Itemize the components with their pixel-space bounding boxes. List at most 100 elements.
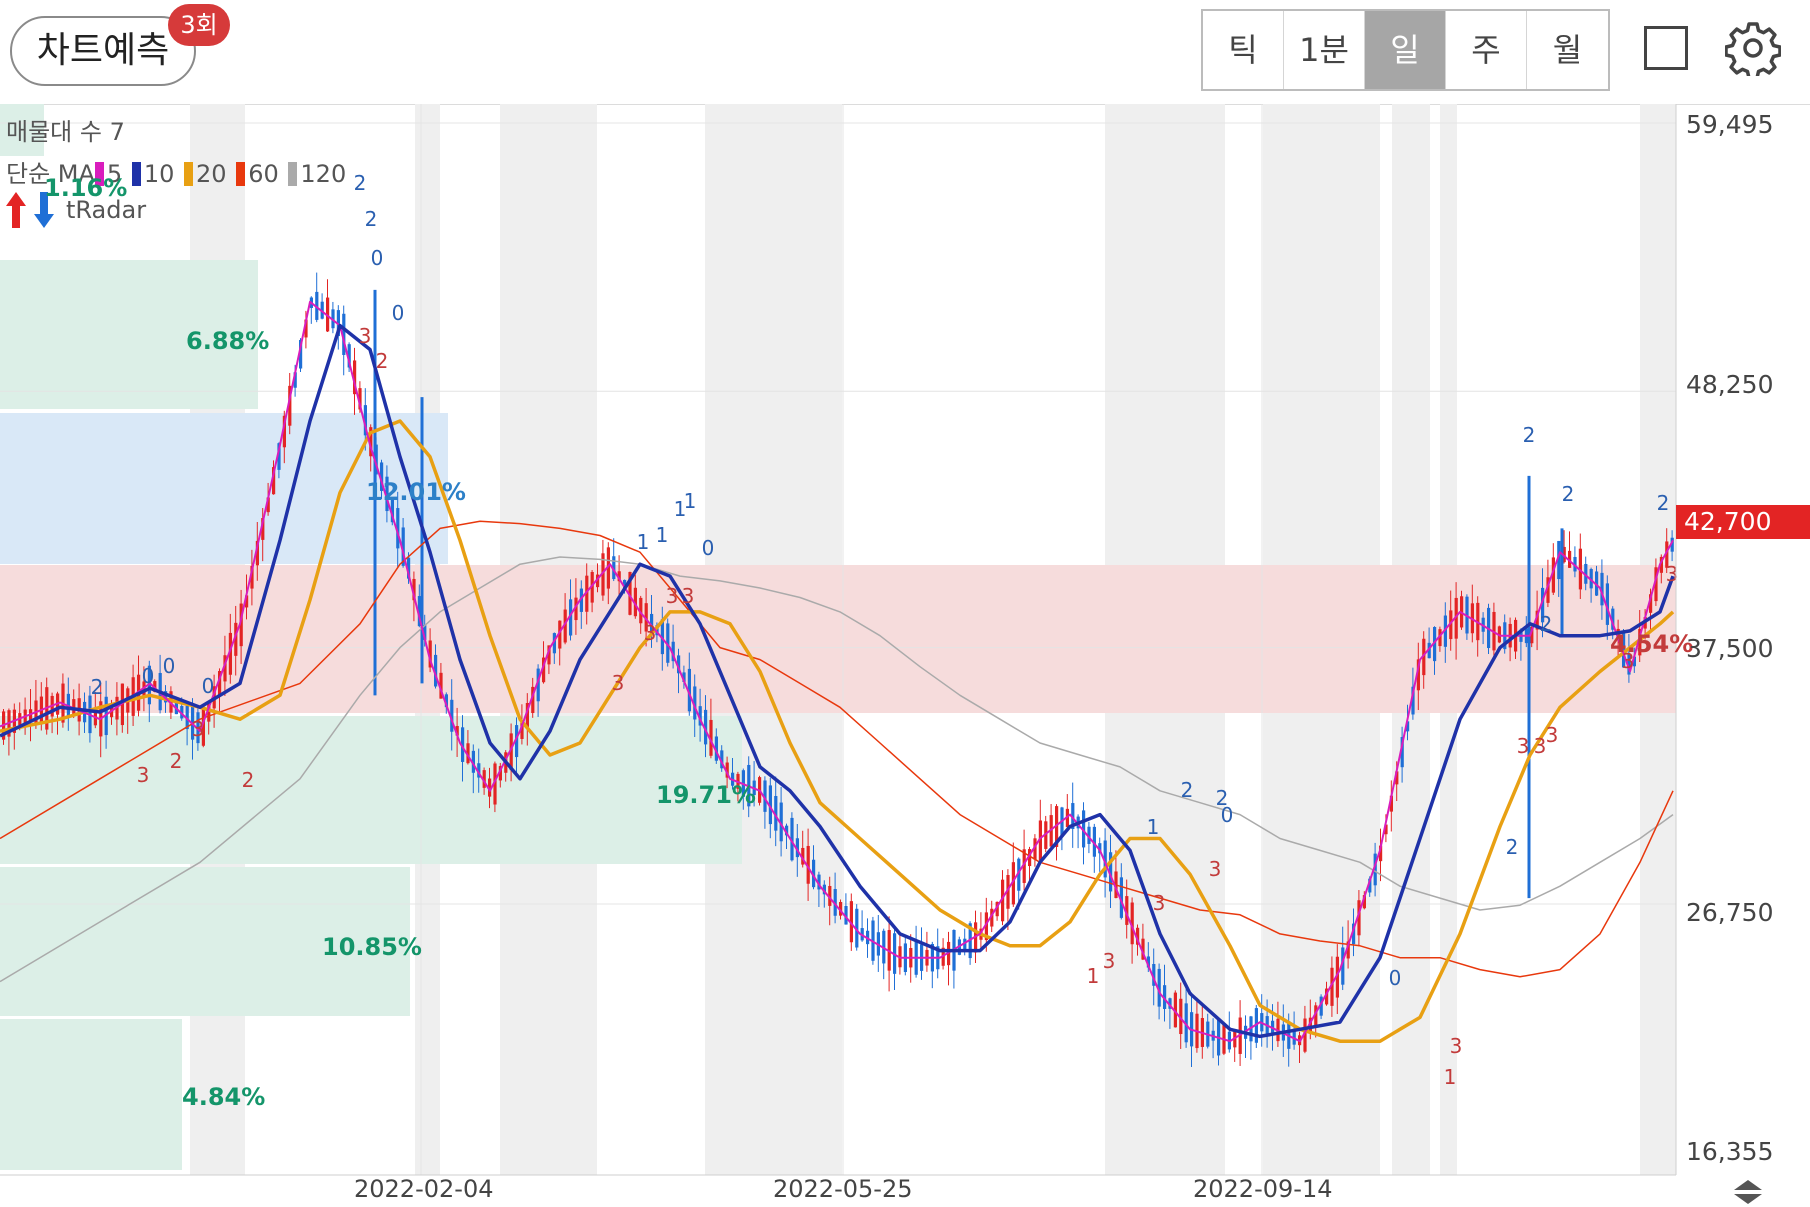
tradar-label: tRadar <box>66 196 147 224</box>
candle-body <box>412 578 416 601</box>
candle-body <box>466 743 470 764</box>
candle-body <box>628 571 632 615</box>
candle-body <box>1119 877 1123 918</box>
candle-body <box>569 599 573 636</box>
signal-mark: 3 <box>1534 734 1547 758</box>
signal-mark: 3 <box>1546 723 1559 747</box>
candle-body <box>1184 1003 1188 1043</box>
candle-body <box>1335 956 1339 998</box>
period-day-button[interactable]: 일 <box>1365 11 1446 89</box>
signal-mark: 2 <box>1523 423 1536 447</box>
candle-body <box>660 619 664 655</box>
candle-body <box>720 750 724 769</box>
candle-body <box>1611 608 1615 630</box>
candle-body <box>1557 540 1561 580</box>
signal-mark: 2 <box>91 675 104 699</box>
ma-20-legend: 20 <box>184 160 227 188</box>
profile-pct-1: 1.16% <box>44 174 128 202</box>
profile-pct-6: 4.84% <box>182 1083 266 1111</box>
period-week-button[interactable]: 주 <box>1446 11 1527 89</box>
signal-mark: 0 <box>163 654 176 678</box>
ma-20-line <box>0 419 1675 1043</box>
candle-body <box>617 571 621 582</box>
fullscreen-icon[interactable] <box>1644 26 1688 70</box>
candle-body <box>498 766 502 781</box>
candle-body <box>1665 541 1669 568</box>
candle-body <box>714 736 718 761</box>
price-tick-2: 48,250 <box>1686 370 1774 399</box>
candle-body <box>1600 572 1604 606</box>
period-1min-button[interactable]: 1분 <box>1284 11 1365 89</box>
candle-body <box>1341 947 1345 985</box>
candle-body <box>1325 988 1329 1005</box>
profile-pct-current: 4.54% <box>1610 630 1694 658</box>
candle-body <box>1568 550 1572 568</box>
signal-mark: 3 <box>359 324 372 348</box>
period-tick-button[interactable]: 틱 <box>1203 11 1284 89</box>
candle-body <box>1443 615 1447 647</box>
candle-body <box>1092 826 1096 857</box>
chart-predict-button[interactable]: 차트예측 <box>10 16 196 86</box>
profile-pct-4: 19.71% <box>656 781 756 809</box>
candle-body <box>1346 941 1350 959</box>
candle-body <box>191 705 195 740</box>
candle-body <box>1146 956 1150 968</box>
candle-body <box>450 699 454 732</box>
candle-body <box>407 557 411 579</box>
candle-body <box>601 553 605 596</box>
candle-body <box>1157 968 1161 1007</box>
candle-body <box>1001 879 1005 922</box>
candle-body <box>990 908 994 927</box>
date-tick-3: 2022-09-14 <box>1193 1175 1333 1203</box>
signal-mark: 2 <box>170 749 183 773</box>
candle-body <box>417 596 421 627</box>
candle-body <box>1422 638 1426 676</box>
candle-body <box>304 319 308 338</box>
predict-count-badge: 3회 <box>168 4 230 46</box>
candle-body <box>1649 594 1653 613</box>
ma-5-swatch <box>94 162 104 186</box>
signal-mark: 2 <box>1540 612 1553 636</box>
candle-body <box>358 388 362 410</box>
candle-body <box>390 499 394 523</box>
candle-body <box>1584 563 1588 584</box>
candle-body <box>363 405 367 436</box>
candle-body <box>1573 556 1577 572</box>
candle-body <box>704 709 708 745</box>
candle-body <box>461 727 465 762</box>
gear-icon[interactable] <box>1725 20 1781 76</box>
current-price-tag: 42,700 <box>1676 505 1810 539</box>
candle-body <box>250 565 254 589</box>
candle-body <box>1627 653 1631 675</box>
signal-mark: 2 <box>1562 482 1575 506</box>
signal-mark: 3 <box>682 584 695 608</box>
candle-body <box>1362 895 1366 909</box>
candle-body <box>277 443 281 470</box>
candle-body <box>725 762 729 778</box>
candle-body <box>288 385 292 426</box>
candle-body <box>282 415 286 448</box>
candle-body <box>558 620 562 649</box>
candle-body <box>428 640 432 668</box>
period-month-button[interactable]: 월 <box>1552 31 1583 69</box>
candle-body <box>590 571 594 603</box>
candle-body <box>444 694 448 708</box>
candle-body <box>579 588 583 612</box>
candle-body <box>228 632 232 675</box>
candle-body <box>261 518 265 540</box>
scroll-handle-icon[interactable] <box>1730 1178 1766 1206</box>
candle-body <box>153 681 157 692</box>
ma-10-legend: 10 <box>131 160 174 188</box>
candle-body <box>315 291 319 320</box>
candle-body <box>1130 902 1134 945</box>
candle-body <box>347 344 351 368</box>
candle-body <box>1168 998 1172 1009</box>
candle-body <box>1551 557 1555 593</box>
candle-body <box>396 508 400 549</box>
signal-mark: 0 <box>1221 803 1234 827</box>
candle-body <box>677 655 681 674</box>
candle-body <box>1173 992 1177 1028</box>
signal-mark: 2 <box>365 207 378 231</box>
candle-body <box>1578 548 1582 590</box>
